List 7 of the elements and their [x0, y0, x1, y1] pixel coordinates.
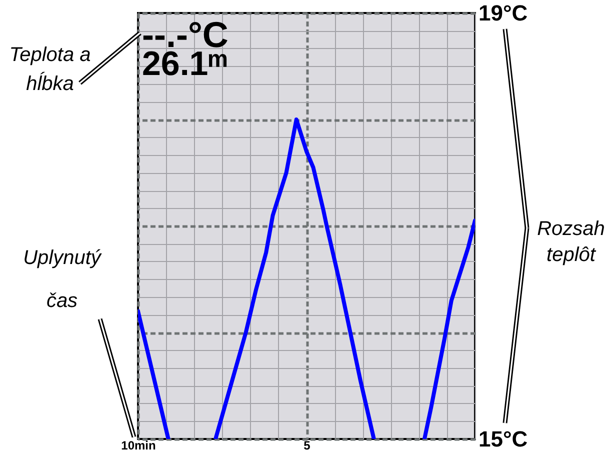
x-tick-label: 5 [304, 438, 311, 452]
y-tick-label: 15°C [478, 426, 528, 452]
y-tick-label: 19°C [478, 0, 528, 26]
text: Rozsah teplôt [537, 218, 605, 266]
text: Teplota a hĺbka [9, 44, 91, 95]
x-tick-label: 10min [121, 438, 156, 452]
text: Uplynutý čas [23, 247, 102, 312]
